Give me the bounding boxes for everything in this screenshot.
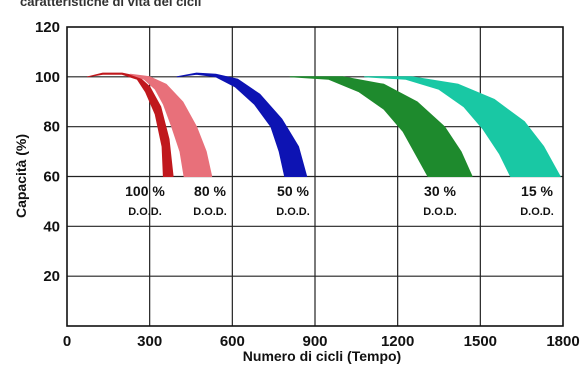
dod-percent: 15 % (521, 183, 553, 199)
dod-percent: 100 % (125, 183, 165, 199)
dod-curve-3 (289, 76, 473, 177)
dod-caption: D.O.D. (193, 206, 227, 218)
y-tick-label: 80 (43, 119, 60, 136)
dod-labels: 100 % D.O.D. 80 % D.O.D. 50 % D.O.D. 30 % D.O.D… (125, 183, 554, 218)
y-tick-label: 120 (35, 19, 60, 36)
dod-label-0: 100 % D.O.D. (125, 183, 165, 218)
x-tick-label: 1800 (546, 333, 579, 350)
y-tick-label: 60 (43, 169, 60, 186)
y-axis-ticks: 20 40 60 80 100 120 (35, 19, 60, 285)
y-tick-label: 100 (35, 69, 60, 86)
y-tick-label: 20 (43, 268, 60, 285)
plot-border (66, 26, 564, 327)
x-tick-label: 300 (137, 333, 162, 350)
y-axis-label: Capacità (%) (13, 134, 29, 218)
dod-label-3: 30 % D.O.D. (423, 183, 457, 218)
chart-title: caratteristiche di vita dei cicli (20, 0, 201, 9)
dod-caption: D.O.D. (423, 206, 457, 218)
y-tick-label: 40 (43, 218, 60, 235)
chart-grid (67, 27, 563, 326)
x-tick-label: 900 (302, 333, 327, 350)
dod-percent: 50 % (277, 183, 309, 199)
x-axis-label: Numero di cicli (Tempo) (243, 348, 401, 364)
dod-label-4: 15 % D.O.D. (520, 183, 554, 218)
dod-curves (87, 72, 561, 177)
dod-caption: D.O.D. (276, 206, 310, 218)
x-tick-label: 1200 (381, 333, 414, 350)
dod-caption: D.O.D. (520, 206, 554, 218)
x-tick-label: 1500 (464, 333, 497, 350)
dod-curve-2 (176, 72, 308, 177)
dod-curve-4 (364, 76, 561, 177)
dod-percent: 30 % (424, 183, 456, 199)
dod-curve-0 (87, 72, 174, 177)
dod-label-1: 80 % D.O.D. (193, 183, 227, 218)
x-axis-ticks: 0 300 600 900 1200 1500 1800 (63, 333, 580, 350)
dod-label-2: 50 % D.O.D. (276, 183, 310, 218)
x-tick-label: 0 (63, 333, 71, 350)
dod-caption: D.O.D. (128, 206, 162, 218)
dod-curve-1 (129, 73, 213, 177)
plot-frame (66, 26, 564, 327)
dod-percent: 80 % (194, 183, 226, 199)
x-tick-label: 600 (220, 333, 245, 350)
